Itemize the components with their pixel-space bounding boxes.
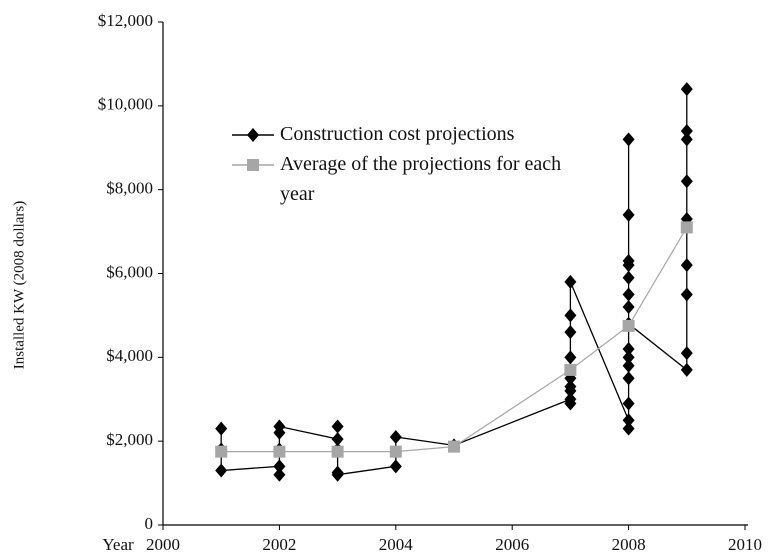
point — [331, 419, 344, 434]
point — [622, 341, 635, 356]
point — [564, 379, 577, 394]
x-tick-label: 2008 — [612, 535, 646, 554]
point — [389, 445, 402, 458]
point — [680, 132, 693, 147]
point — [622, 350, 635, 365]
y-tick-label: $4,000 — [106, 346, 153, 365]
point — [622, 319, 635, 332]
point — [622, 253, 635, 268]
legend-label: Construction cost projections — [280, 123, 515, 145]
point — [273, 419, 286, 434]
point — [273, 445, 286, 458]
point — [680, 123, 693, 138]
point — [622, 413, 635, 428]
point — [331, 467, 344, 482]
point — [564, 308, 577, 323]
point — [622, 207, 635, 222]
point — [564, 363, 577, 376]
point — [273, 467, 286, 482]
point — [622, 270, 635, 285]
series-line — [221, 227, 688, 453]
x-tick-label: 2002 — [262, 535, 296, 554]
y-tick-label: $2,000 — [106, 430, 153, 449]
point — [564, 274, 577, 289]
y-axis-label: Installed KW (2008 dollars) — [11, 201, 27, 369]
legend-marker — [247, 128, 259, 142]
point — [680, 258, 693, 273]
point — [680, 221, 693, 234]
point — [448, 440, 460, 453]
point — [331, 432, 344, 447]
point — [564, 350, 577, 365]
y-tick-label: $8,000 — [106, 179, 153, 198]
x-axis-label: Year — [102, 535, 134, 554]
y-tick-label: $6,000 — [106, 262, 153, 281]
legend-marker — [247, 159, 259, 171]
y-tick-label: 0 — [145, 514, 154, 533]
point — [622, 396, 635, 411]
x-tick-label: 2006 — [495, 535, 529, 554]
point — [389, 459, 402, 474]
point — [564, 325, 577, 340]
point — [622, 421, 635, 436]
point — [680, 346, 693, 361]
legend-label: Average of the projections for each year — [280, 153, 562, 205]
point — [564, 396, 577, 411]
point — [680, 174, 693, 189]
point — [215, 421, 228, 436]
y-tick-label: $12,000 — [98, 11, 153, 30]
point — [622, 358, 635, 373]
point — [273, 459, 286, 474]
y-tick-label: $10,000 — [98, 95, 153, 114]
point — [215, 445, 228, 458]
point — [622, 371, 635, 386]
x-tick-label: 2010 — [728, 535, 762, 554]
point — [680, 362, 693, 377]
point — [215, 463, 228, 478]
x-tick-label: 2004 — [379, 535, 414, 554]
point — [622, 300, 635, 315]
x-tick-label: 2000 — [146, 535, 180, 554]
point — [622, 287, 635, 302]
point — [331, 445, 344, 458]
point — [389, 429, 402, 444]
point — [622, 132, 635, 147]
point — [680, 82, 693, 97]
point — [680, 287, 693, 302]
